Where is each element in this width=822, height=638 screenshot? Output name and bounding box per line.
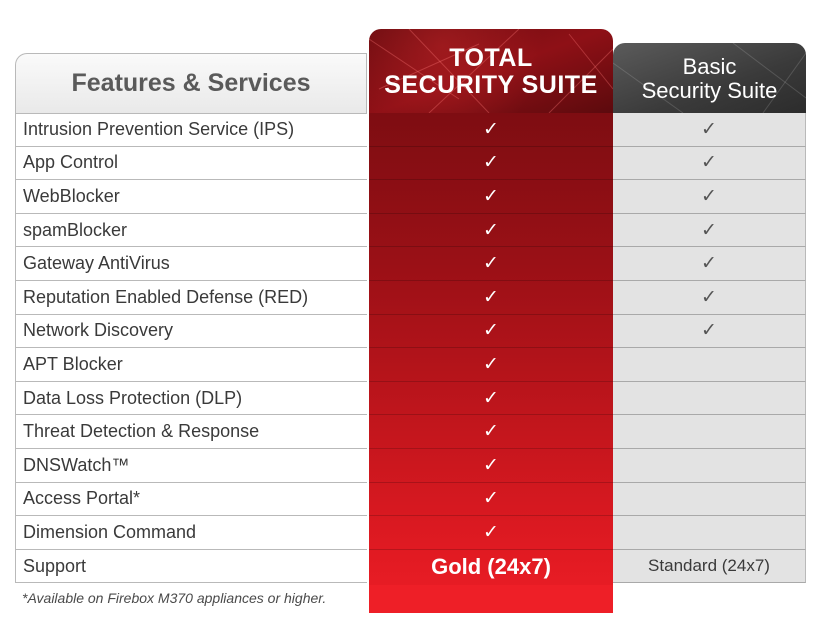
table-row: Intrusion Prevention Service (IPS) ✓ ✓: [15, 113, 806, 147]
basic-empty-cell: [613, 516, 806, 550]
basic-check-icon: ✓: [613, 146, 806, 181]
table-row: App Control ✓ ✓: [15, 146, 806, 181]
feature-name: WebBlocker: [15, 180, 367, 214]
basic-check-icon: ✓: [613, 280, 806, 315]
basic-check-icon: ✓: [613, 180, 806, 214]
table-row: DNSWatch™ ✓: [15, 448, 806, 483]
feature-name: Network Discovery: [15, 314, 367, 349]
total-check-icon: ✓: [369, 348, 613, 382]
total-check-icon: ✓: [369, 180, 613, 214]
table-row: spamBlocker ✓ ✓: [15, 213, 806, 248]
basic-check-icon: ✓: [613, 213, 806, 248]
total-check-icon: ✓: [369, 415, 613, 449]
feature-rows: Intrusion Prevention Service (IPS) ✓ ✓ A…: [15, 113, 806, 584]
total-header-line1: TOTAL: [449, 44, 533, 72]
total-check-icon: ✓: [369, 281, 613, 315]
footnote: *Available on Firebox M370 appliances or…: [22, 590, 327, 606]
feature-name: Access Portal*: [15, 482, 367, 517]
feature-name: Intrusion Prevention Service (IPS): [15, 113, 367, 147]
table-row-support: Support Gold (24x7) Standard (24x7): [15, 549, 806, 584]
table-row: Dimension Command ✓: [15, 516, 806, 550]
feature-name: Threat Detection & Response: [15, 415, 367, 449]
features-title: Features & Services: [71, 69, 311, 97]
table-row: Access Portal* ✓: [15, 482, 806, 517]
feature-name: App Control: [15, 146, 367, 181]
table-row: Threat Detection & Response ✓: [15, 415, 806, 449]
total-check-icon: ✓: [369, 449, 613, 483]
total-security-suite-header: TOTAL SECURITY SUITE: [369, 29, 613, 113]
total-check-icon: ✓: [369, 516, 613, 550]
feature-name: spamBlocker: [15, 213, 367, 248]
total-check-icon: ✓: [369, 483, 613, 517]
feature-name: Reputation Enabled Defense (RED): [15, 280, 367, 315]
basic-header-line2: Security Suite: [641, 78, 778, 103]
table-row: WebBlocker ✓ ✓: [15, 180, 806, 214]
total-check-icon: ✓: [369, 382, 613, 416]
total-support-level: Gold (24x7): [431, 553, 551, 579]
basic-security-suite-header: Basic Security Suite: [613, 43, 806, 113]
total-column-footer: [369, 585, 613, 613]
basic-support-level: Standard (24x7): [613, 549, 806, 584]
feature-name: Support: [15, 549, 367, 584]
table-row: APT Blocker ✓: [15, 348, 806, 382]
total-column-background: [369, 113, 613, 613]
basic-check-icon: ✓: [613, 314, 806, 349]
total-header-line2: SECURITY SUITE: [384, 71, 598, 99]
basic-empty-cell: [613, 348, 806, 382]
total-check-icon: ✓: [369, 113, 613, 147]
feature-name: APT Blocker: [15, 348, 367, 382]
basic-empty-cell: [613, 448, 806, 483]
feature-name: Dimension Command: [15, 516, 367, 550]
basic-empty-cell: [613, 381, 806, 416]
network-lines-decoration: [369, 29, 613, 113]
basic-check-icon: ✓: [613, 113, 806, 147]
total-check-icon: ✓: [369, 315, 613, 349]
total-check-icon: ✓: [369, 247, 613, 281]
basic-check-icon: ✓: [613, 247, 806, 281]
basic-empty-cell: [613, 482, 806, 517]
feature-name: DNSWatch™: [15, 448, 367, 483]
network-lines-decoration: [613, 43, 806, 113]
basic-header-line1: Basic: [682, 54, 737, 79]
feature-name: Data Loss Protection (DLP): [15, 381, 367, 416]
table-row: Gateway AntiVirus ✓ ✓: [15, 247, 806, 281]
table-row: Network Discovery ✓ ✓: [15, 314, 806, 349]
features-header: Features & Services: [15, 53, 367, 113]
total-check-icon: ✓: [369, 214, 613, 248]
total-check-icon: ✓: [369, 147, 613, 181]
table-row: Reputation Enabled Defense (RED) ✓ ✓: [15, 280, 806, 315]
basic-empty-cell: [613, 415, 806, 449]
table-row: Data Loss Protection (DLP) ✓: [15, 381, 806, 416]
feature-name: Gateway AntiVirus: [15, 247, 367, 281]
